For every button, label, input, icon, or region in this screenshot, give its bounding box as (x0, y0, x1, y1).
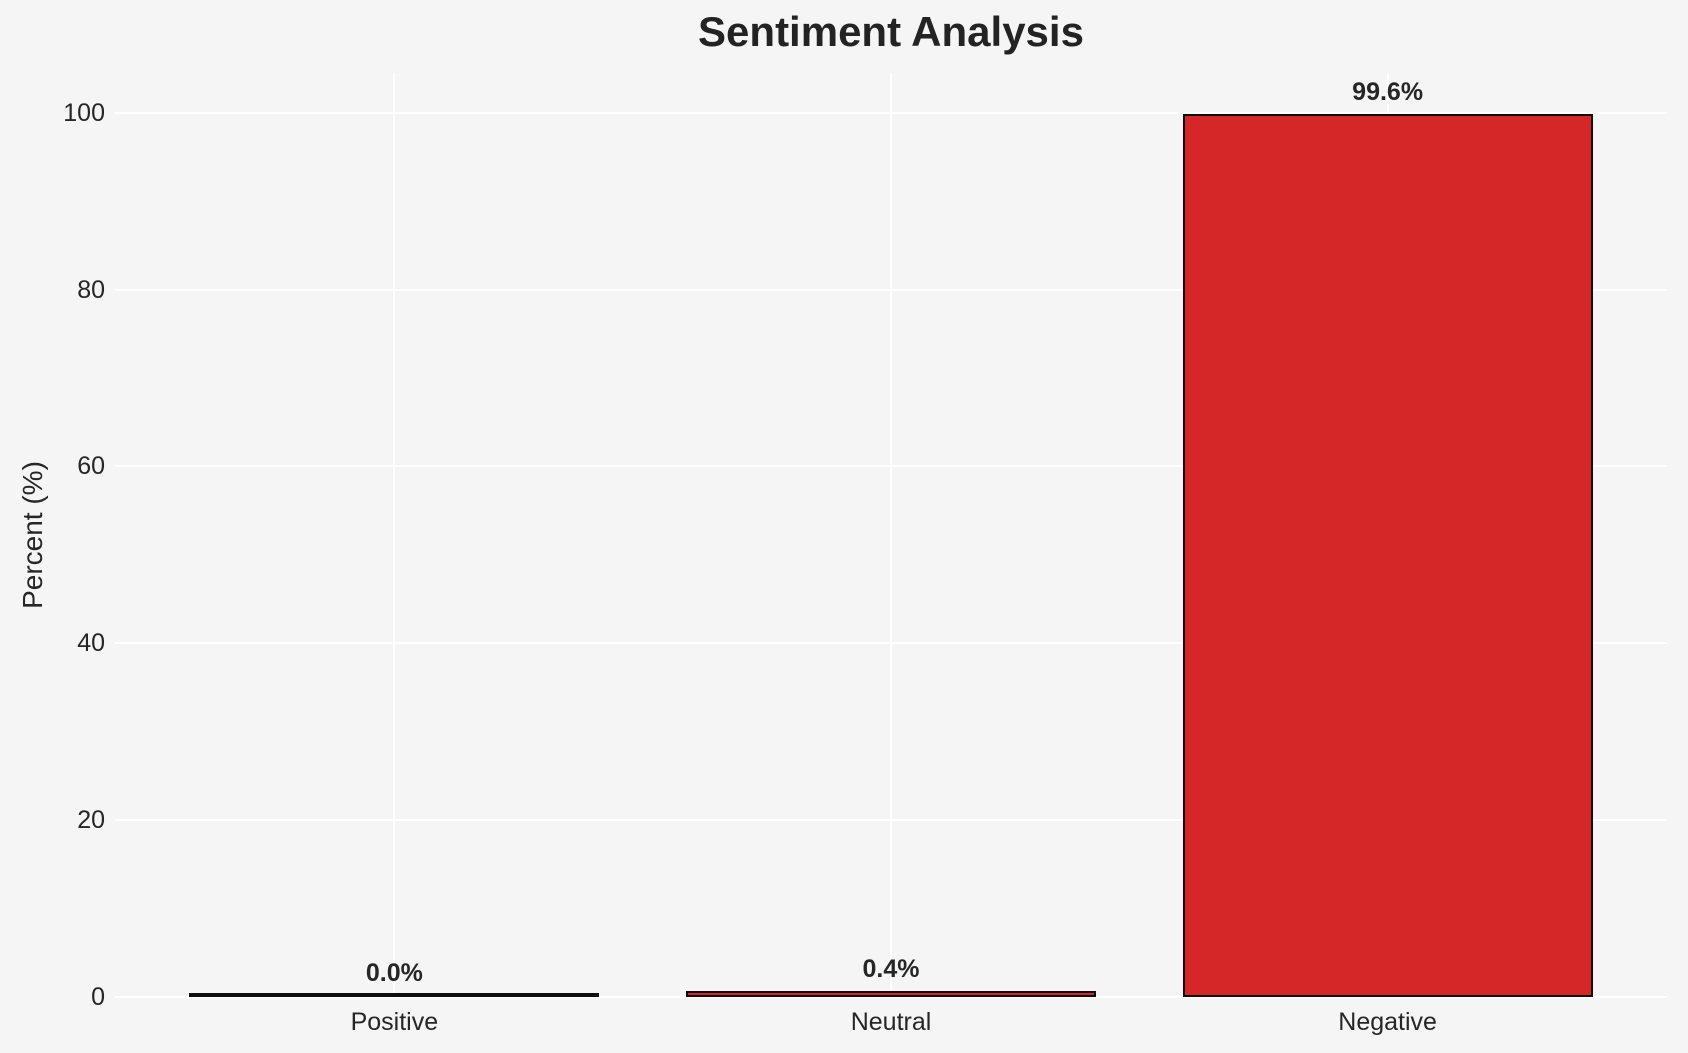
x-tick-label-negative: Negative (1338, 1008, 1437, 1036)
y-tick-label-100: 100 (63, 98, 105, 127)
x-tick-label-positive: Positive (350, 1008, 439, 1036)
bar-value-label-negative: 99.6% (1352, 78, 1424, 107)
y-tick-label-60: 60 (77, 452, 105, 481)
v-gridline-positive (393, 73, 396, 997)
y-tick-label-40: 40 (77, 629, 105, 658)
y-tick-label-80: 80 (77, 275, 105, 304)
v-gridline-neutral (890, 73, 892, 997)
x-tick-label-neutral: Neutral (850, 1008, 932, 1036)
plot-area: 0.0% 0.4% 99.6% (115, 73, 1667, 998)
h-gridline-0 (115, 996, 1667, 998)
bar-value-label-positive: 0.0% (365, 958, 423, 987)
bar-neutral (686, 991, 1096, 997)
y-tick-label-0: 0 (91, 983, 105, 1011)
y-axis-label: Percent (%) (17, 461, 48, 609)
bar-value-label-neutral: 0.4% (862, 955, 920, 984)
bar-positive (189, 993, 600, 997)
chart-title: Sentiment Analysis (698, 8, 1084, 55)
bar-negative (1182, 114, 1593, 997)
y-tick-label-20: 20 (77, 806, 105, 835)
